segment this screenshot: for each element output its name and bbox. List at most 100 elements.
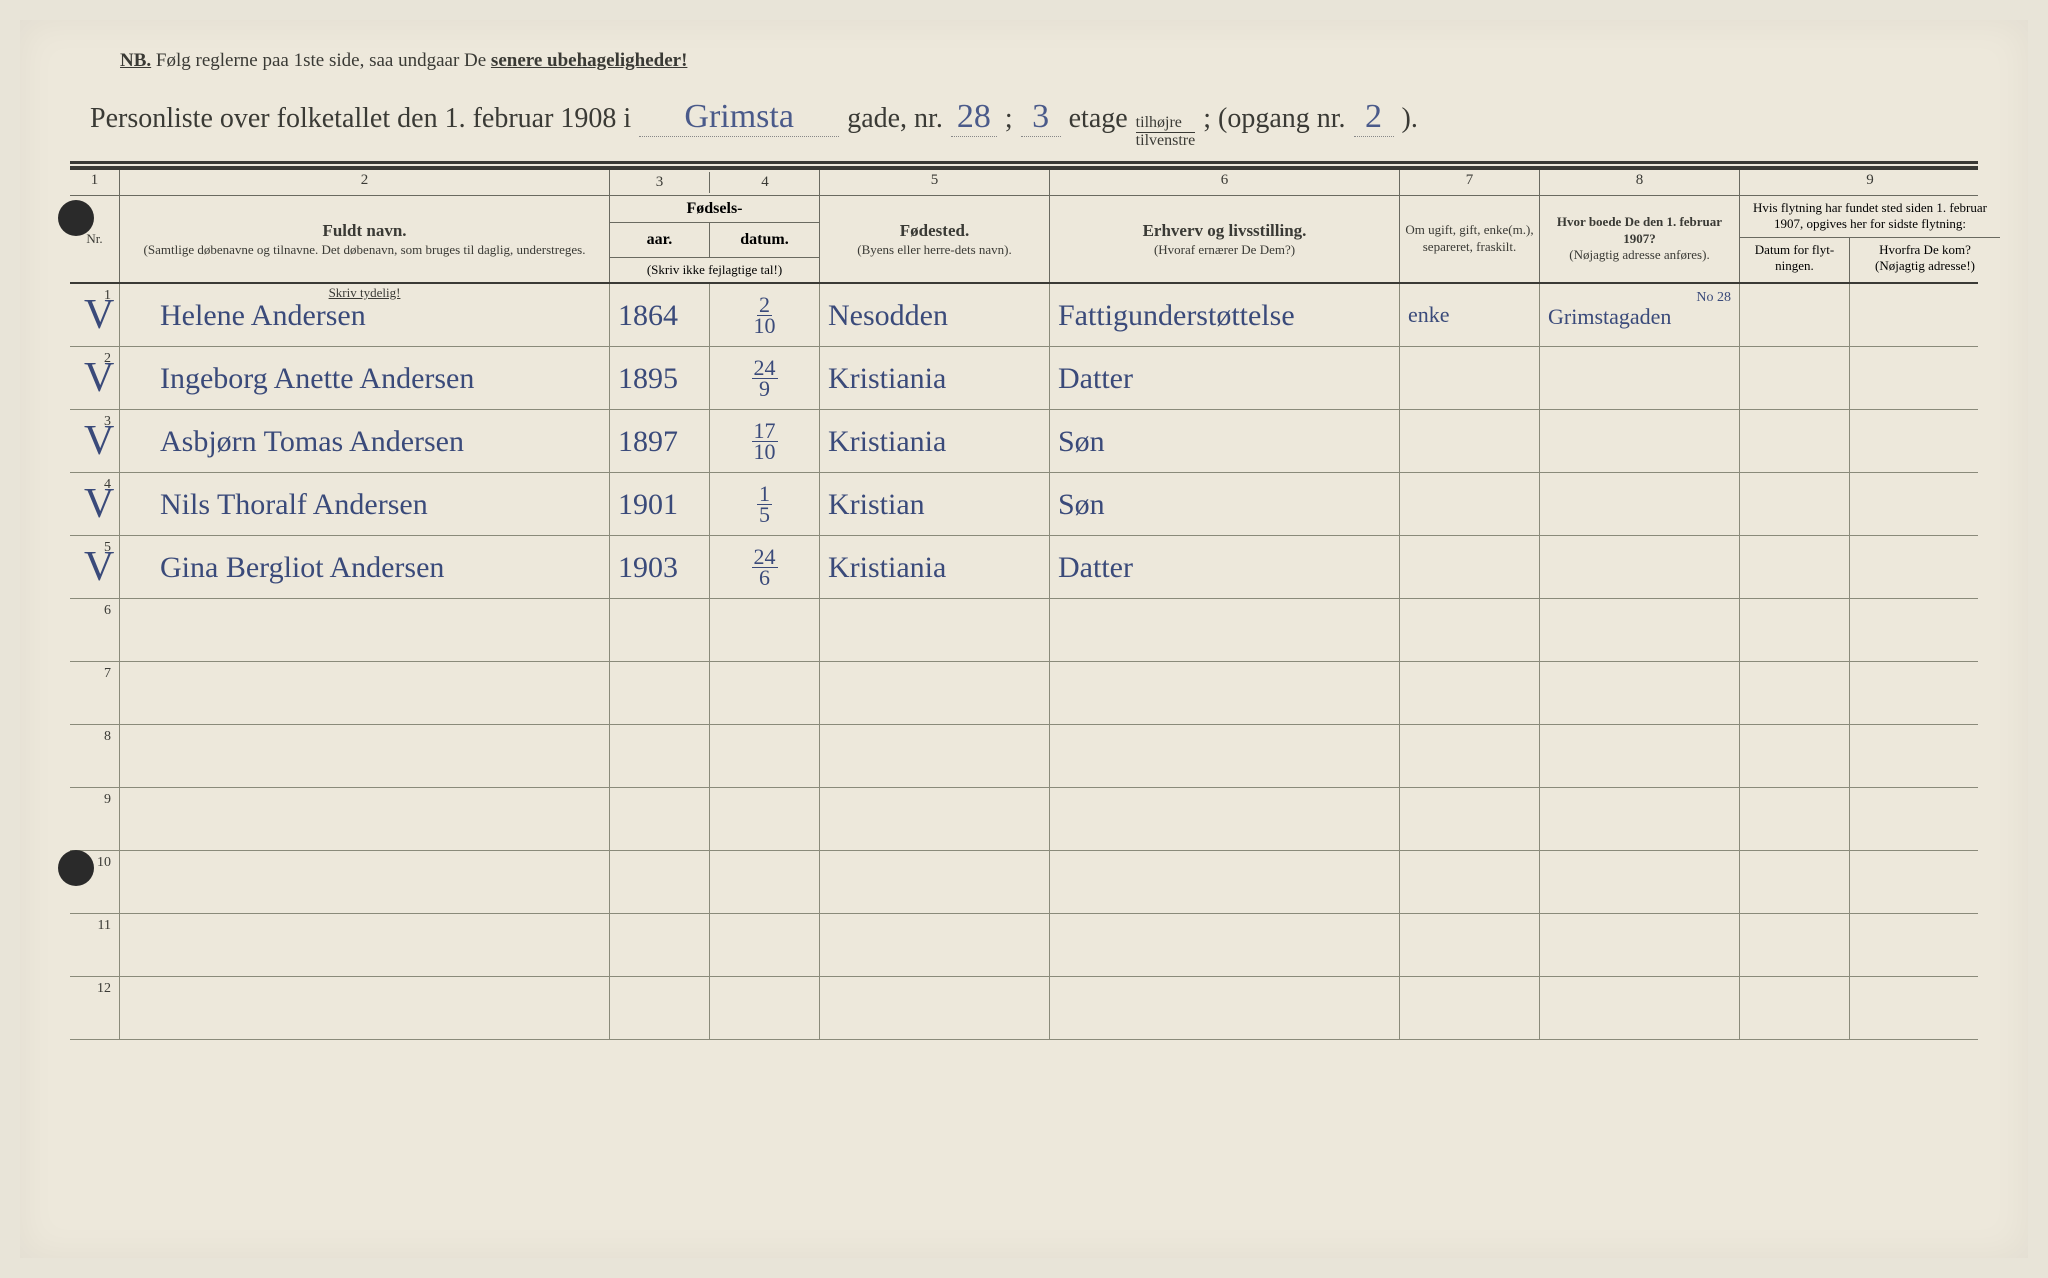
side-fraction: tilhøjre tilvenstre — [1136, 115, 1196, 149]
cell-name: VNils Thoralf Andersen — [120, 473, 610, 535]
hdr-erhverv: Erhverv og livsstilling. (Hvoraf ernærer… — [1050, 196, 1400, 282]
checkmark-icon: V — [84, 355, 114, 401]
cell-year: 1895 — [610, 347, 710, 409]
cell-prev-address: No 28Grimstagaden — [1540, 284, 1740, 346]
cell-move-from — [1850, 725, 2000, 787]
cell-year: 1901 — [610, 473, 710, 535]
colnum: 7 — [1400, 170, 1540, 195]
cell-occupation — [1050, 851, 1400, 913]
street-fill: Grimsta — [639, 98, 839, 137]
date-bot: 9 — [759, 379, 770, 399]
cell-occupation — [1050, 662, 1400, 724]
cell-move-from — [1850, 851, 2000, 913]
cell-place: Nesodden — [820, 284, 1050, 346]
checkmark-icon: V — [84, 418, 114, 464]
cell-status — [1400, 473, 1540, 535]
name-text: Ingeborg Anette Andersen — [160, 362, 474, 395]
cell-prev-address — [1540, 977, 1740, 1039]
cell-move-from — [1850, 347, 2000, 409]
name-text: Gina Bergliot Andersen — [160, 551, 444, 584]
cell-occupation — [1050, 977, 1400, 1039]
hdr-erhverv-sub: (Hvoraf ernærer De Dem?) — [1054, 242, 1395, 259]
date-bot: 5 — [759, 505, 770, 525]
nb-text-b: senere ubehageligheder! — [491, 50, 688, 71]
colnum: 1 — [70, 170, 120, 195]
cell-prev-address — [1540, 536, 1740, 598]
hdr-fodested-main: Fødested. — [824, 220, 1045, 242]
cell-prev-address — [1540, 662, 1740, 724]
date-bot: 10 — [754, 316, 776, 336]
cell-date: 249 — [710, 347, 820, 409]
hdr-fodsels: Fødsels- aar. datum. (Skriv ikke fejlagt… — [610, 196, 820, 282]
cell-place — [820, 851, 1050, 913]
cell-status — [1400, 662, 1540, 724]
hdr-fodested: Fødested. (Byens eller herre-dets navn). — [820, 196, 1050, 282]
cell-status — [1400, 851, 1540, 913]
cell-date: 1710 — [710, 410, 820, 472]
cell-occupation — [1050, 914, 1400, 976]
cell-move-from — [1850, 914, 2000, 976]
cell-date — [710, 662, 820, 724]
date-bot: 10 — [754, 442, 776, 462]
cell-status — [1400, 536, 1540, 598]
hdr-fods-note: (Skriv ikke fejlagtige tal!) — [610, 258, 820, 282]
cell-place: Kristiania — [820, 347, 1050, 409]
cell-date — [710, 977, 820, 1039]
cell-name — [120, 662, 610, 724]
side-bot: tilvenstre — [1136, 133, 1196, 149]
checkmark-icon: V — [84, 292, 114, 338]
prev-text: Grimstagaden — [1548, 305, 1671, 329]
cell-place — [820, 599, 1050, 661]
cell-status — [1400, 788, 1540, 850]
table-row: 11 — [70, 914, 1978, 977]
cell-date: 246 — [710, 536, 820, 598]
cell-prev-address — [1540, 725, 1740, 787]
cell-year: 1897 — [610, 410, 710, 472]
cell-move-from — [1850, 599, 2000, 661]
cell-nr: 6 — [70, 599, 120, 661]
cell-name — [120, 725, 610, 787]
date-fraction: 249 — [752, 358, 778, 399]
colnum: 3 — [610, 172, 710, 193]
cell-move-date — [1740, 788, 1850, 850]
nb-text-a: Følg reglerne paa 1ste side, saa undgaar… — [156, 50, 486, 71]
cell-year — [610, 662, 710, 724]
cell-occupation — [1050, 788, 1400, 850]
table-row: 8 — [70, 725, 1978, 788]
cell-place: Kristiania — [820, 410, 1050, 472]
cell-move-from — [1850, 410, 2000, 472]
census-form: NB. Følg reglerne paa 1ste side, saa und… — [20, 20, 2028, 1258]
date-fraction: 210 — [754, 295, 776, 336]
cell-place: Kristiania — [820, 536, 1050, 598]
title-lead: Personliste over folketallet den 1. febr… — [90, 103, 631, 135]
cell-move-date — [1740, 347, 1850, 409]
cell-place — [820, 725, 1050, 787]
date-fraction: 246 — [752, 547, 778, 588]
cell-year — [610, 788, 710, 850]
cell-place — [820, 914, 1050, 976]
name-text: Asbjørn Tomas Andersen — [160, 425, 464, 458]
colnum: 5 — [820, 170, 1050, 195]
etage-nr-fill: 3 — [1021, 98, 1061, 137]
cell-occupation: Fattigunderstøttelse — [1050, 284, 1400, 346]
cell-year — [610, 851, 710, 913]
table-row: 1VHelene Andersen1864210NesoddenFattigun… — [70, 284, 1978, 347]
cell-occupation: Datter — [1050, 536, 1400, 598]
cell-name: VHelene Andersen — [120, 284, 610, 346]
cell-date: 210 — [710, 284, 820, 346]
cell-year — [610, 914, 710, 976]
nr-fill: 28 — [951, 98, 997, 137]
cell-move-date — [1740, 977, 1850, 1039]
hdr-status: Om ugift, gift, enke(m.), separeret, fra… — [1400, 196, 1540, 282]
cell-status — [1400, 977, 1540, 1039]
form-title: Personliste over folketallet den 1. febr… — [70, 90, 1978, 164]
hdr-aar: aar. — [610, 223, 710, 258]
hdr-prev-main: Hvor boede De den 1. februar 1907? — [1544, 214, 1735, 248]
table-row: 3VAsbjørn Tomas Andersen18971710Kristian… — [70, 410, 1978, 473]
date-bot: 6 — [759, 568, 770, 588]
hdr-name-sub: (Samtlige døbenavne og tilnavne. Det døb… — [124, 242, 605, 259]
cell-move-date — [1740, 662, 1850, 724]
cell-occupation: Søn — [1050, 410, 1400, 472]
hdr-datum: datum. — [710, 223, 820, 258]
checkmark-icon: V — [84, 481, 114, 527]
